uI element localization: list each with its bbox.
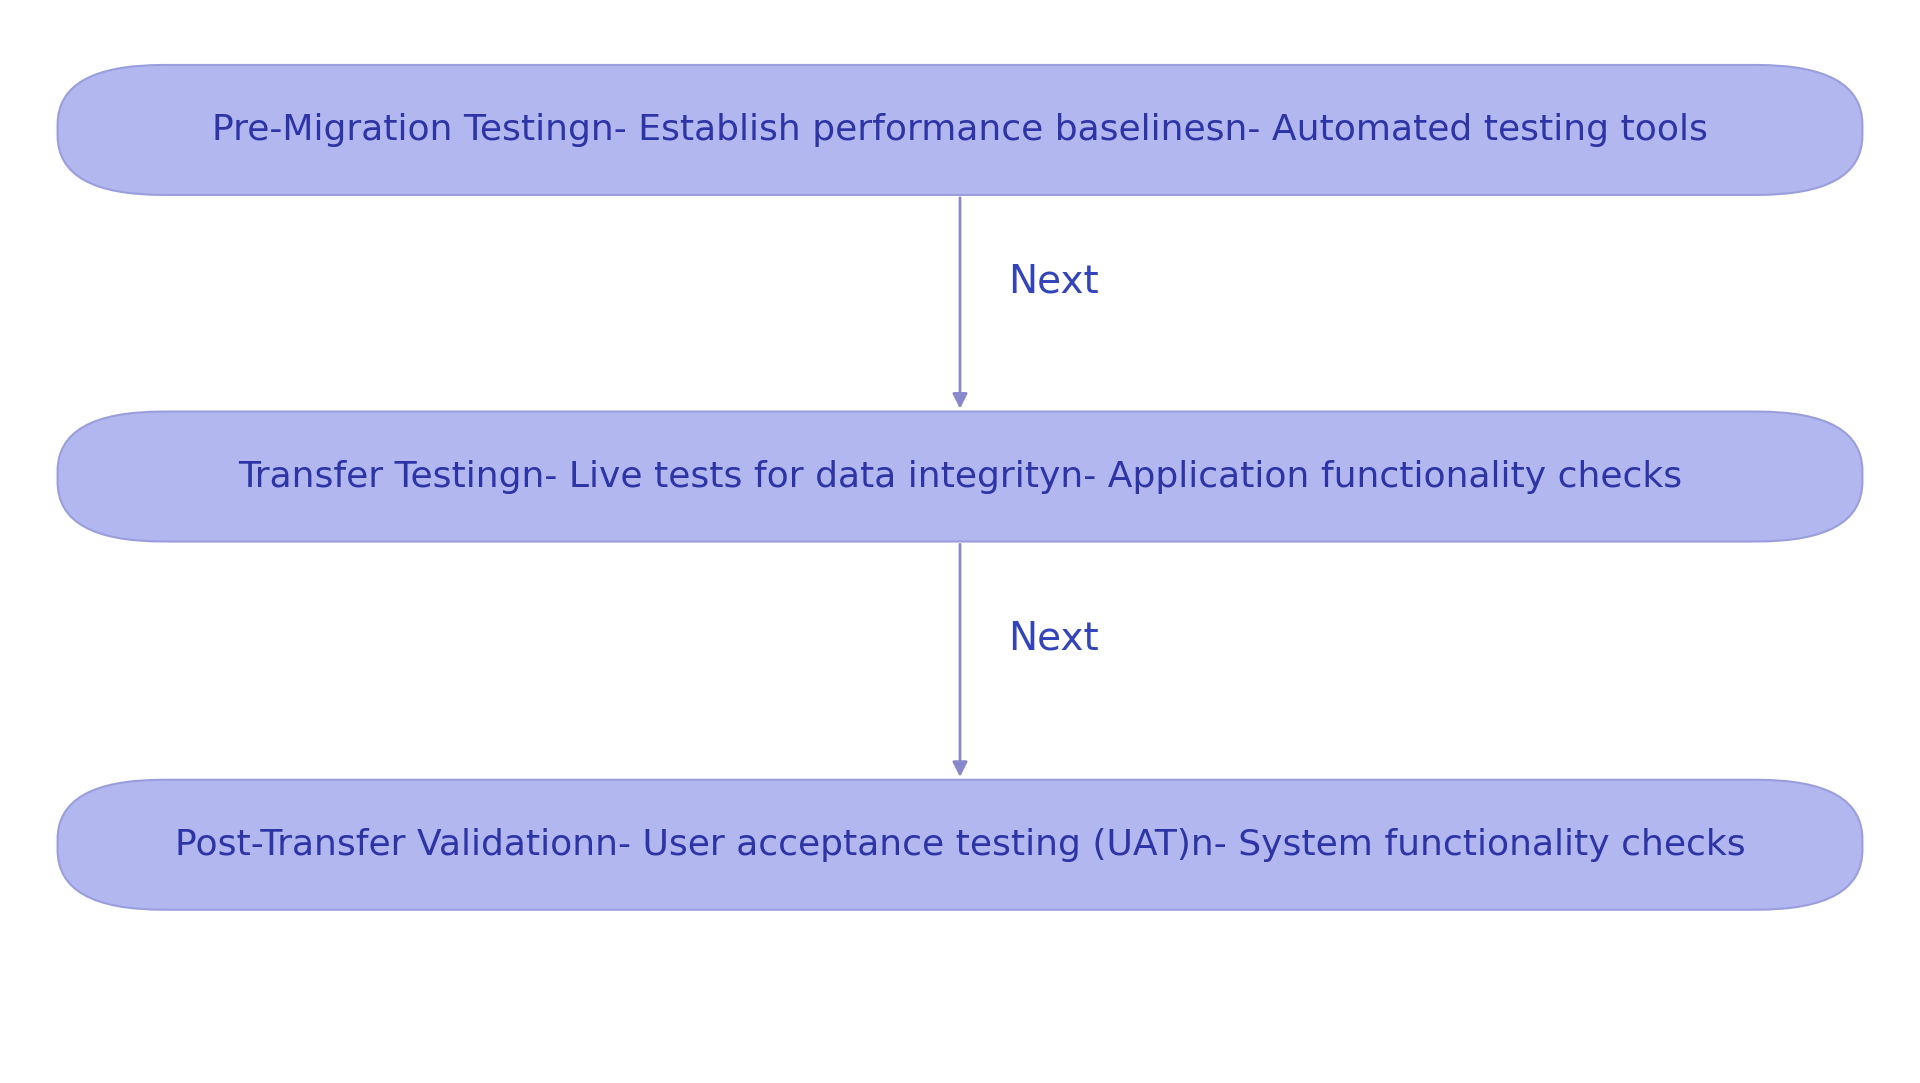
Text: Next: Next	[1008, 619, 1098, 658]
FancyBboxPatch shape	[58, 780, 1862, 910]
Text: Transfer Testingn- Live tests for data integrityn- Application functionality che: Transfer Testingn- Live tests for data i…	[238, 459, 1682, 494]
Text: Post-Transfer Validationn- User acceptance testing (UAT)n- System functionality : Post-Transfer Validationn- User acceptan…	[175, 827, 1745, 862]
FancyBboxPatch shape	[58, 412, 1862, 542]
FancyBboxPatch shape	[58, 65, 1862, 195]
Text: Pre-Migration Testingn- Establish performance baselinesn- Automated testing tool: Pre-Migration Testingn- Establish perfor…	[211, 113, 1709, 147]
Text: Next: Next	[1008, 262, 1098, 301]
